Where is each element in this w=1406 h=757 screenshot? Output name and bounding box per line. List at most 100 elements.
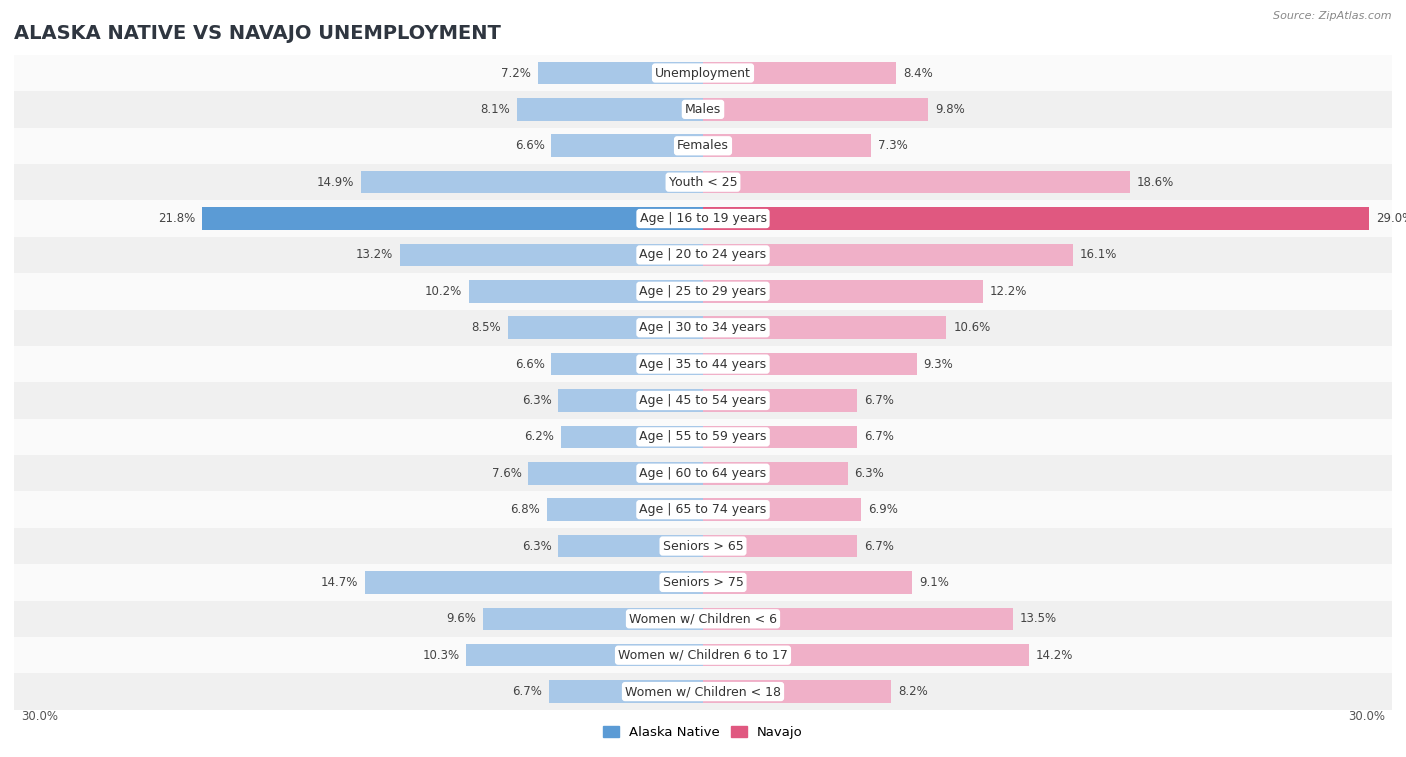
Text: 6.3%: 6.3%	[855, 467, 884, 480]
Text: 6.3%: 6.3%	[522, 394, 551, 407]
Text: 12.2%: 12.2%	[990, 285, 1028, 298]
Text: 6.8%: 6.8%	[510, 503, 540, 516]
Bar	[14, 346, 1392, 382]
Bar	[14, 600, 1392, 637]
Bar	[703, 244, 1073, 266]
Text: Age | 60 to 64 years: Age | 60 to 64 years	[640, 467, 766, 480]
Text: Age | 20 to 24 years: Age | 20 to 24 years	[640, 248, 766, 261]
Text: Age | 65 to 74 years: Age | 65 to 74 years	[640, 503, 766, 516]
Bar	[14, 237, 1392, 273]
Text: 16.1%: 16.1%	[1080, 248, 1116, 261]
Bar	[703, 425, 856, 448]
Bar	[14, 382, 1392, 419]
Text: Age | 16 to 19 years: Age | 16 to 19 years	[640, 212, 766, 225]
Bar	[547, 498, 703, 521]
Bar	[467, 644, 703, 666]
Text: 21.8%: 21.8%	[159, 212, 195, 225]
Bar	[703, 98, 928, 120]
Bar	[14, 419, 1392, 455]
Bar	[399, 244, 703, 266]
Text: 9.8%: 9.8%	[935, 103, 965, 116]
Bar	[703, 681, 891, 702]
Text: Unemployment: Unemployment	[655, 67, 751, 79]
Legend: Alaska Native, Navajo: Alaska Native, Navajo	[598, 721, 808, 744]
Bar	[14, 273, 1392, 310]
Bar	[14, 128, 1392, 164]
Bar	[468, 280, 703, 303]
Text: 8.1%: 8.1%	[481, 103, 510, 116]
Bar	[703, 316, 946, 339]
Bar	[703, 207, 1369, 230]
Bar	[558, 534, 703, 557]
Bar	[361, 171, 703, 194]
Text: 29.0%: 29.0%	[1376, 212, 1406, 225]
Text: 14.7%: 14.7%	[321, 576, 359, 589]
Text: ALASKA NATIVE VS NAVAJO UNEMPLOYMENT: ALASKA NATIVE VS NAVAJO UNEMPLOYMENT	[14, 24, 501, 43]
Text: 6.3%: 6.3%	[522, 540, 551, 553]
Text: Age | 55 to 59 years: Age | 55 to 59 years	[640, 431, 766, 444]
Bar	[550, 681, 703, 702]
Text: 6.9%: 6.9%	[869, 503, 898, 516]
Bar	[558, 389, 703, 412]
Text: Age | 25 to 29 years: Age | 25 to 29 years	[640, 285, 766, 298]
Bar	[551, 135, 703, 157]
Bar	[517, 98, 703, 120]
Text: 13.2%: 13.2%	[356, 248, 392, 261]
Text: 10.6%: 10.6%	[953, 321, 991, 334]
Text: 30.0%: 30.0%	[1348, 711, 1385, 724]
Text: Males: Males	[685, 103, 721, 116]
Bar	[703, 62, 896, 84]
Text: Age | 30 to 34 years: Age | 30 to 34 years	[640, 321, 766, 334]
Text: 18.6%: 18.6%	[1137, 176, 1174, 188]
Bar	[529, 462, 703, 484]
Text: 8.4%: 8.4%	[903, 67, 932, 79]
Bar	[14, 91, 1392, 128]
Bar	[14, 564, 1392, 600]
Bar	[14, 310, 1392, 346]
Text: Women w/ Children < 18: Women w/ Children < 18	[626, 685, 780, 698]
Text: Seniors > 75: Seniors > 75	[662, 576, 744, 589]
Text: Women w/ Children < 6: Women w/ Children < 6	[628, 612, 778, 625]
Text: 10.2%: 10.2%	[425, 285, 461, 298]
Text: 9.1%: 9.1%	[920, 576, 949, 589]
Bar	[366, 571, 703, 593]
Bar	[508, 316, 703, 339]
Bar	[14, 164, 1392, 201]
Text: 6.2%: 6.2%	[524, 431, 554, 444]
Text: 7.3%: 7.3%	[877, 139, 907, 152]
Bar	[703, 353, 917, 375]
Bar	[703, 534, 856, 557]
Bar	[14, 455, 1392, 491]
Text: 30.0%: 30.0%	[21, 711, 58, 724]
Text: 9.6%: 9.6%	[446, 612, 475, 625]
Bar	[703, 280, 983, 303]
Text: Youth < 25: Youth < 25	[669, 176, 737, 188]
Text: 6.7%: 6.7%	[512, 685, 543, 698]
Bar	[703, 498, 862, 521]
Bar	[202, 207, 703, 230]
Bar	[551, 353, 703, 375]
Text: 6.6%: 6.6%	[515, 139, 544, 152]
Bar	[703, 462, 848, 484]
Text: Women w/ Children 6 to 17: Women w/ Children 6 to 17	[619, 649, 787, 662]
Bar	[703, 608, 1012, 630]
Text: 6.7%: 6.7%	[863, 540, 894, 553]
Text: 14.2%: 14.2%	[1036, 649, 1073, 662]
Text: Age | 45 to 54 years: Age | 45 to 54 years	[640, 394, 766, 407]
Bar	[703, 135, 870, 157]
Bar	[14, 491, 1392, 528]
Bar	[14, 201, 1392, 237]
Text: 10.3%: 10.3%	[422, 649, 460, 662]
Text: 9.3%: 9.3%	[924, 357, 953, 371]
Bar	[703, 571, 912, 593]
Bar	[703, 389, 856, 412]
Bar	[561, 425, 703, 448]
Bar	[14, 674, 1392, 710]
Text: Source: ZipAtlas.com: Source: ZipAtlas.com	[1274, 11, 1392, 21]
Text: 6.6%: 6.6%	[515, 357, 544, 371]
Text: 6.7%: 6.7%	[863, 394, 894, 407]
Text: Seniors > 65: Seniors > 65	[662, 540, 744, 553]
Bar	[537, 62, 703, 84]
Text: 8.5%: 8.5%	[471, 321, 501, 334]
Text: 8.2%: 8.2%	[898, 685, 928, 698]
